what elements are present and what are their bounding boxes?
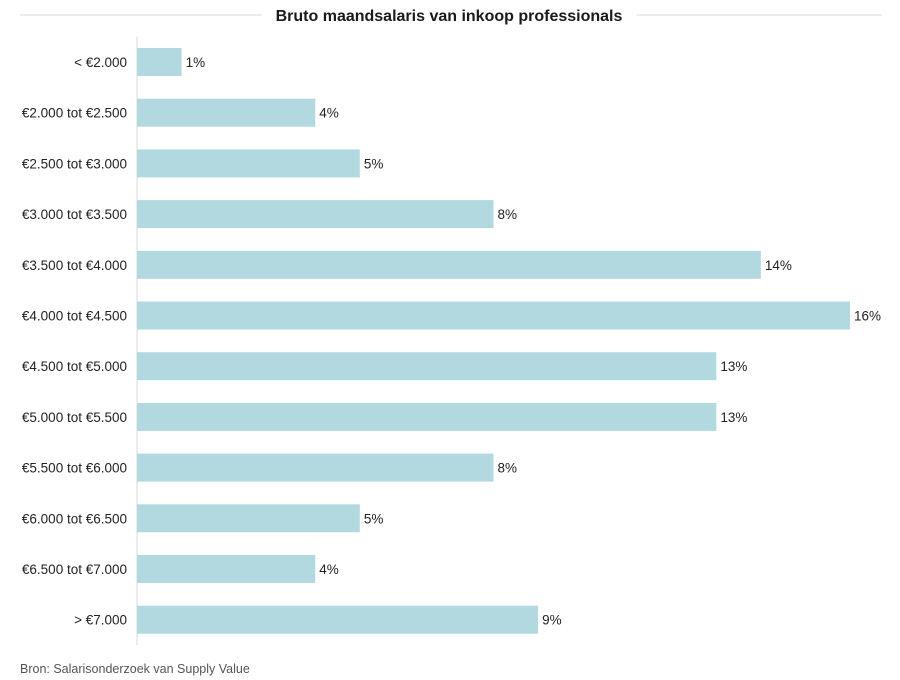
source-note: Bron: Salarisonderzoek van Supply Value — [20, 662, 250, 676]
value-label: 1% — [186, 55, 206, 70]
chart: Bruto maandsalaris van inkoop profession… — [0, 0, 900, 680]
value-label: 8% — [498, 461, 518, 476]
category-label: < €2.000 — [74, 55, 127, 70]
value-label: 9% — [542, 613, 562, 628]
category-label: €2.000 tot €2.500 — [22, 106, 127, 121]
category-label: €6.500 tot €7.000 — [22, 562, 127, 577]
chart-title: Bruto maandsalaris van inkoop profession… — [276, 8, 623, 25]
value-label: 13% — [720, 410, 747, 425]
bar — [137, 99, 315, 127]
bar — [137, 352, 716, 380]
bar — [137, 302, 850, 330]
category-label: > €7.000 — [74, 613, 127, 628]
category-label: €4.000 tot €4.500 — [22, 309, 127, 324]
value-label: 13% — [720, 359, 747, 374]
category-label: €2.500 tot €3.000 — [22, 156, 127, 171]
value-label: 16% — [854, 309, 881, 324]
category-label: €5.500 tot €6.000 — [22, 461, 127, 476]
bar — [137, 48, 182, 76]
value-label: 8% — [498, 207, 518, 222]
bar — [137, 149, 360, 177]
value-label: 5% — [364, 156, 384, 171]
category-label: €6.000 tot €6.500 — [22, 511, 127, 526]
value-label: 14% — [765, 258, 792, 273]
bar — [137, 454, 494, 482]
bar — [137, 200, 494, 228]
category-label: €3.500 tot €4.000 — [22, 258, 127, 273]
bar — [137, 555, 315, 583]
value-label: 4% — [319, 562, 339, 577]
bar — [137, 504, 360, 532]
value-label: 5% — [364, 511, 384, 526]
category-label: €4.500 tot €5.000 — [22, 359, 127, 374]
bars-group: < €2.000 1% €2.000 tot €2.500 4% €2.500 tot … — [22, 48, 881, 634]
value-label: 4% — [319, 106, 339, 121]
bar — [137, 251, 761, 279]
category-label: €5.000 tot €5.500 — [22, 410, 127, 425]
bar — [137, 403, 716, 431]
bar — [137, 606, 538, 634]
category-label: €3.000 tot €3.500 — [22, 207, 127, 222]
